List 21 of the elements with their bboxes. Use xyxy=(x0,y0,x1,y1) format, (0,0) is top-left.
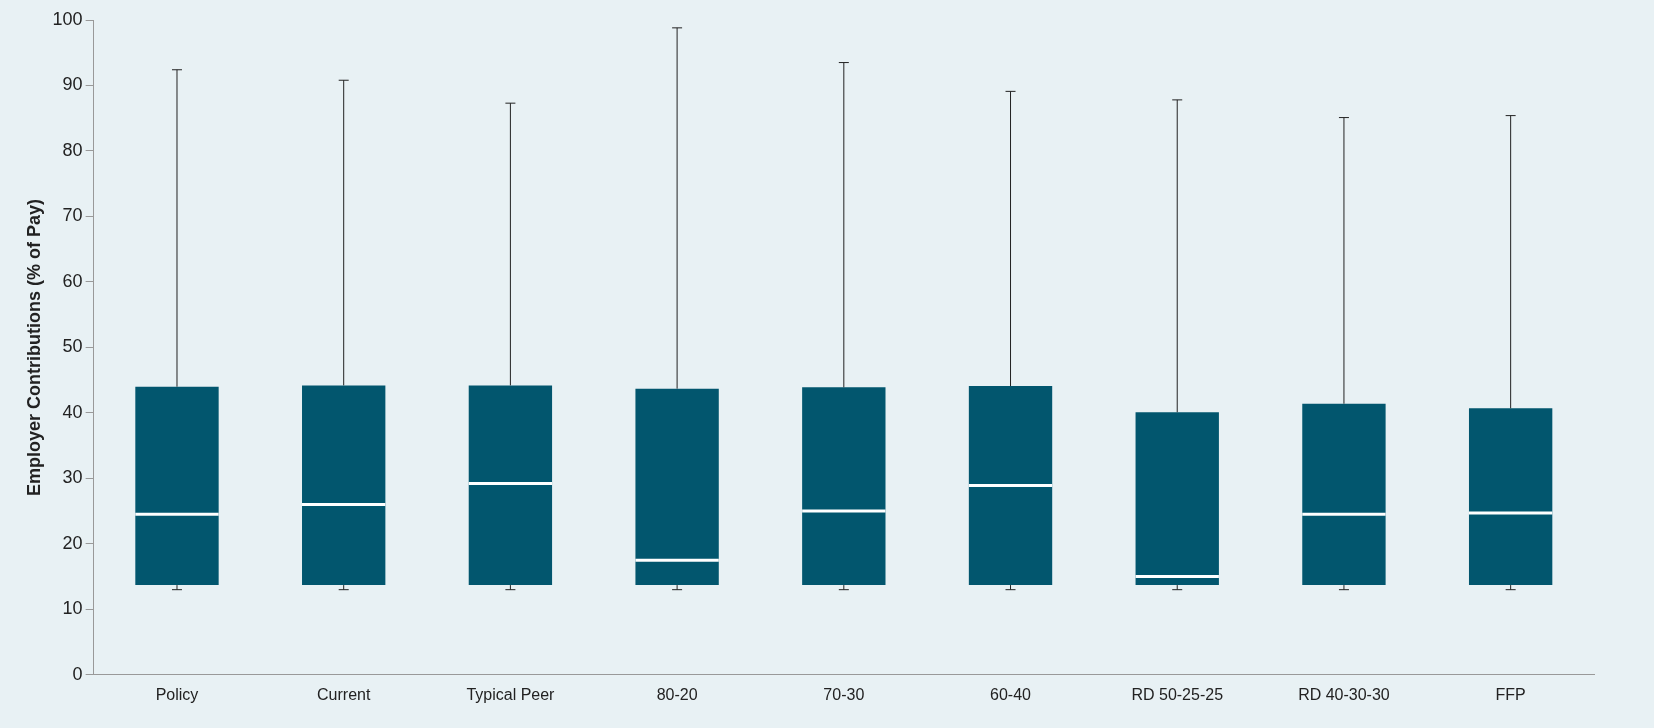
y-tick-label: 70 xyxy=(62,205,83,226)
x-tick-label: 70-30 xyxy=(823,685,865,703)
x-tick-label: 60-40 xyxy=(990,685,1032,703)
x-tick-label: Policy xyxy=(155,685,199,703)
y-axis-title: Employer Contributions (% of Pay) xyxy=(23,198,44,496)
y-tick-label: 50 xyxy=(62,336,83,357)
y-tick-label: 90 xyxy=(62,74,83,95)
y-tick-label: 100 xyxy=(52,8,83,29)
x-tick-label: RD 50-25-25 xyxy=(1131,685,1224,703)
x-tick-label: RD 40-30-30 xyxy=(1298,685,1390,703)
y-tick-label: 30 xyxy=(62,467,83,488)
x-tick-label: FFP xyxy=(1495,685,1526,703)
y-tick-label: 40 xyxy=(62,401,83,422)
y-tick-label: 10 xyxy=(62,598,83,619)
x-tick-label: 80-20 xyxy=(656,685,698,703)
x-tick-label: Current xyxy=(317,685,371,703)
x-tick-label: Typical Peer xyxy=(466,685,556,703)
y-tick-label: 80 xyxy=(62,139,83,160)
y-tick-label: 60 xyxy=(62,270,83,291)
y-tick-label: 0 xyxy=(72,663,83,684)
y-tick-label: 20 xyxy=(62,532,83,553)
